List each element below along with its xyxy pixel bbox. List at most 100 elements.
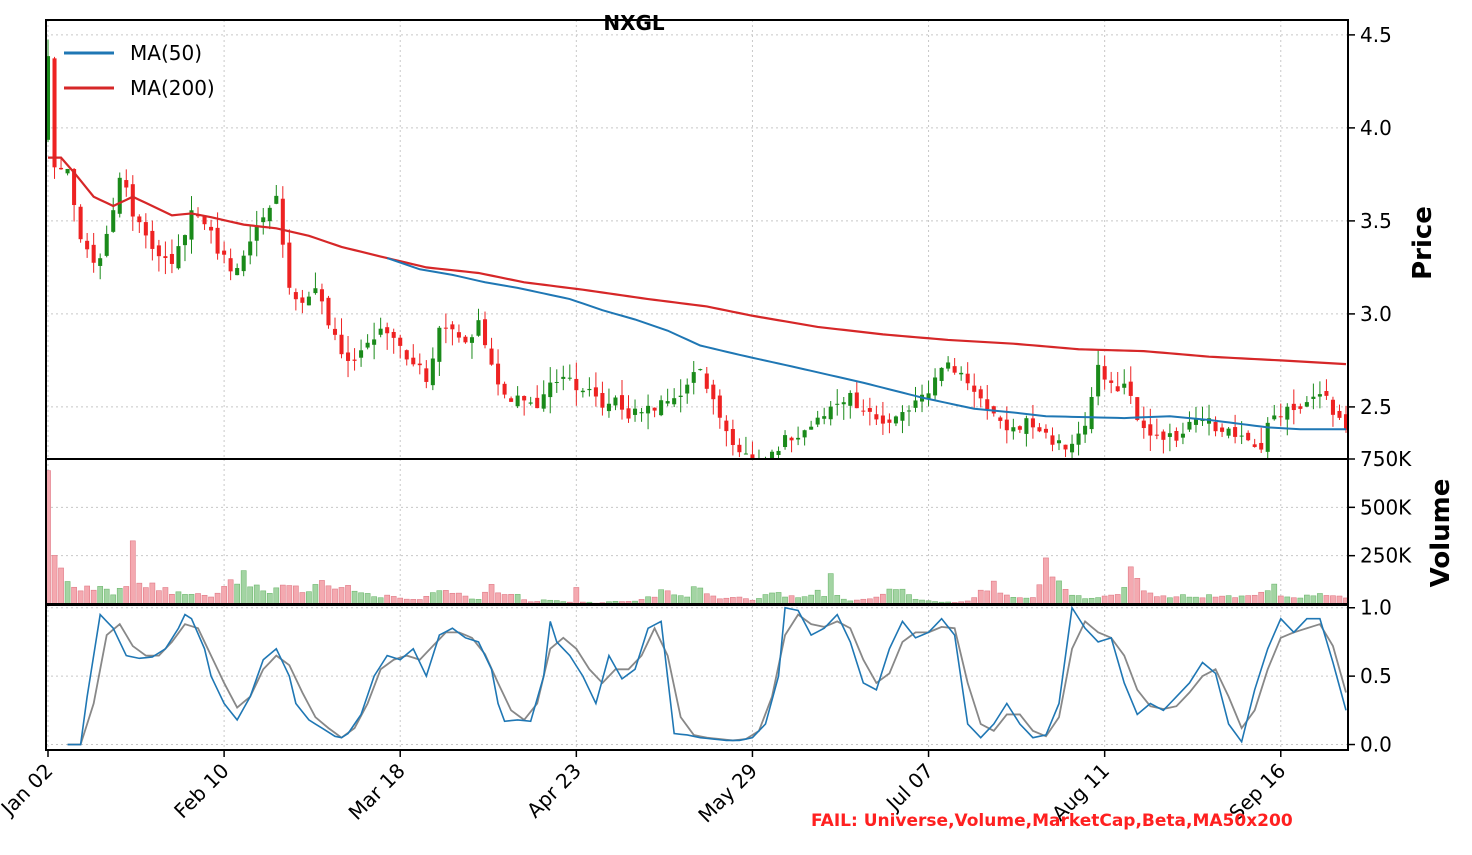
candle-body	[1050, 435, 1055, 445]
volume-bar	[925, 600, 932, 604]
volume-bar	[1317, 593, 1323, 604]
volume-bar	[1010, 597, 1017, 604]
volume-bar	[240, 570, 247, 604]
candle-body	[939, 367, 944, 381]
candle-body	[913, 400, 918, 408]
candle-body	[300, 297, 305, 303]
oscillator-d-line	[67, 613, 1347, 746]
candle-body	[757, 462, 761, 465]
candle-body	[1083, 425, 1088, 435]
candle-body	[978, 389, 983, 399]
volume-bar	[1180, 594, 1186, 604]
candle-body	[1298, 406, 1303, 409]
volume-bar	[195, 593, 201, 604]
oscillator-tick-label: 0.5	[1360, 664, 1392, 688]
volume-bar	[1134, 578, 1141, 604]
candle-body	[541, 394, 546, 409]
volume-bar	[475, 599, 482, 604]
candle-body	[1056, 440, 1062, 444]
candle-body	[176, 246, 181, 269]
volume-tick-label: 250K	[1360, 544, 1412, 568]
candle-body	[52, 58, 57, 168]
candle-body	[528, 402, 533, 404]
volume-bar	[156, 590, 162, 604]
volume-bar	[1056, 580, 1062, 604]
volume-bar	[1251, 594, 1258, 604]
status-fail-label: FAIL: Universe,Volume,MarketCap,Beta,MA5…	[811, 811, 1293, 831]
volume-bar	[247, 586, 254, 604]
candle-body	[789, 437, 794, 441]
candle-body	[1076, 433, 1081, 445]
volume-bar	[90, 589, 97, 604]
volume-bar	[573, 587, 580, 604]
volume-bar	[286, 585, 293, 604]
volume-bar	[827, 573, 834, 604]
candle-body	[287, 242, 292, 288]
volume-bar	[462, 595, 469, 604]
volume-bar	[325, 585, 332, 604]
candle-body	[1311, 396, 1316, 399]
volume-bar	[1160, 595, 1167, 604]
candle-body	[522, 395, 527, 401]
candle-body	[639, 412, 644, 414]
candle-body	[496, 363, 501, 385]
candle-body	[548, 382, 553, 398]
candle-body	[1017, 426, 1022, 430]
volume-bar	[808, 594, 814, 604]
candle-body	[463, 336, 468, 343]
volume-bar	[260, 590, 267, 604]
candle-body	[652, 407, 657, 411]
ma50-line	[386, 257, 1346, 431]
candle-body	[346, 352, 351, 361]
candle-body	[1135, 397, 1140, 420]
volume-bar	[1336, 595, 1343, 604]
volume-bar	[234, 583, 240, 604]
candle-body	[182, 235, 187, 246]
volume-bar	[371, 596, 377, 604]
volume-bar	[873, 596, 880, 604]
volume-bar	[51, 555, 58, 604]
candle-body	[1174, 430, 1179, 441]
candle-body	[730, 429, 735, 445]
candle-body	[424, 368, 429, 382]
volume-bar	[971, 597, 978, 604]
volume-bar	[990, 580, 997, 604]
volume-bar	[684, 596, 691, 604]
candle-body	[867, 408, 872, 412]
candle-body	[417, 363, 422, 366]
volume-bar	[1212, 596, 1219, 604]
candle-body	[1259, 442, 1264, 450]
candle-body	[1180, 433, 1185, 438]
volume-bar	[645, 596, 651, 604]
volume-bar	[429, 592, 436, 604]
candle-body	[443, 327, 448, 329]
legend-label-ma200: MA(200)	[130, 76, 215, 100]
volume-bar	[64, 581, 71, 604]
volume-bar	[1140, 590, 1147, 604]
volume-bar	[332, 588, 338, 604]
candle-body	[1246, 432, 1251, 441]
volume-bar	[710, 595, 717, 604]
price-tick-label: 3.0	[1360, 302, 1392, 326]
volume-bar	[1238, 595, 1245, 604]
candle-body	[1115, 386, 1120, 392]
candle-body	[796, 437, 801, 440]
volume-bar	[716, 598, 723, 604]
candle-body	[1030, 418, 1035, 428]
volume-bar	[488, 584, 495, 604]
volume-bar	[312, 584, 319, 604]
candle-body	[1089, 396, 1094, 430]
volume-bar	[436, 590, 443, 604]
candle-body	[352, 359, 357, 361]
candle-body	[737, 444, 742, 453]
candle-body	[874, 414, 879, 420]
candle-body	[326, 297, 331, 326]
candle-body	[587, 388, 592, 391]
candle-body	[313, 288, 318, 294]
candle-body	[124, 180, 129, 188]
candle-body	[1272, 415, 1277, 420]
volume-bar	[306, 591, 312, 604]
candle-body	[724, 420, 729, 432]
candle-body	[1154, 434, 1159, 436]
candle-body	[1317, 394, 1322, 397]
